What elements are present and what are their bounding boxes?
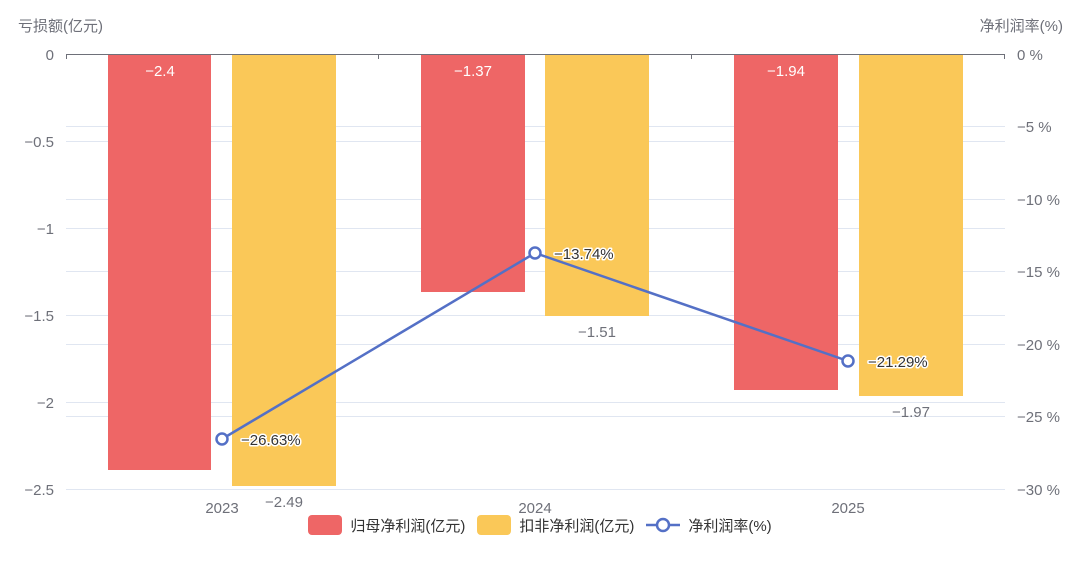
legend: 归母净利润(亿元) 扣非净利润(亿元) 净利润率(%) bbox=[0, 513, 1080, 537]
parent-net-profit-labels: −2.4 −1.37 −1.94 bbox=[145, 63, 805, 80]
legend-item-deducted-net-profit[interactable]: 扣非净利润(亿元) bbox=[477, 515, 634, 536]
svg-text:−15 %: −15 % bbox=[1017, 264, 1060, 281]
svg-text:−2.5: −2.5 bbox=[24, 482, 54, 499]
svg-text:−2.49: −2.49 bbox=[265, 494, 303, 511]
bar-2025-deducted-net-profit[interactable] bbox=[859, 54, 963, 396]
svg-text:−1.51: −1.51 bbox=[578, 324, 616, 341]
svg-text:−20 %: −20 % bbox=[1017, 337, 1060, 354]
bar-2024-parent-net-profit[interactable] bbox=[421, 54, 525, 292]
bar-2024-deducted-net-profit[interactable] bbox=[545, 54, 649, 316]
svg-text:−13.74%: −13.74% bbox=[554, 246, 614, 263]
svg-text:−2.4: −2.4 bbox=[145, 63, 175, 80]
point-2024-net-margin[interactable] bbox=[528, 246, 542, 260]
net-margin-line bbox=[215, 246, 855, 446]
red-swatch-icon bbox=[308, 515, 343, 535]
right-gridlines bbox=[66, 126, 1005, 417]
legend-label: 扣非净利润(亿元) bbox=[519, 517, 635, 535]
bar-2023-parent-net-profit[interactable] bbox=[108, 54, 211, 470]
svg-text:2023: 2023 bbox=[205, 500, 238, 517]
svg-text:−1.97: −1.97 bbox=[892, 404, 930, 421]
bar-2023-deducted-net-profit[interactable] bbox=[232, 54, 336, 486]
left-axis-ticks: 0 −0.5 −1 −1.5 −2 −2.5 bbox=[24, 47, 54, 499]
svg-text:−25 %: −25 % bbox=[1017, 409, 1060, 426]
x-axis-labels: 2023 2024 2025 bbox=[205, 500, 864, 517]
legend-label: 净利润率(%) bbox=[688, 517, 772, 535]
svg-text:−30 %: −30 % bbox=[1017, 482, 1060, 499]
legend-item-parent-net-profit[interactable]: 归母净利润(亿元) bbox=[308, 515, 465, 536]
svg-text:−1: −1 bbox=[37, 221, 54, 238]
svg-text:2024: 2024 bbox=[518, 500, 551, 517]
net-margin-labels: −26.63% −13.74% −21.29% bbox=[240, 245, 930, 451]
x-axis-line bbox=[66, 54, 1005, 59]
deducted-net-profit-labels: −2.49 −1.51 −1.97 bbox=[265, 324, 930, 511]
yellow-swatch-icon bbox=[477, 515, 512, 535]
svg-text:−2: −2 bbox=[37, 395, 54, 412]
bars-parent-net-profit bbox=[108, 54, 838, 470]
bar-2025-parent-net-profit[interactable] bbox=[734, 54, 838, 390]
svg-text:0 %: 0 % bbox=[1017, 47, 1043, 64]
svg-text:−5 %: −5 % bbox=[1017, 119, 1052, 136]
svg-text:−1.37: −1.37 bbox=[454, 63, 492, 80]
point-2023-net-margin[interactable] bbox=[215, 432, 229, 446]
svg-text:2025: 2025 bbox=[831, 500, 864, 517]
bars-deducted-net-profit bbox=[232, 54, 963, 486]
point-2025-net-margin[interactable] bbox=[841, 354, 855, 368]
legend-item-net-margin[interactable]: 净利润率(%) bbox=[646, 515, 772, 536]
line-circle-icon bbox=[646, 517, 681, 533]
svg-text:−10 %: −10 % bbox=[1017, 192, 1060, 209]
svg-text:−1.94: −1.94 bbox=[767, 63, 805, 80]
svg-text:0: 0 bbox=[46, 47, 54, 64]
legend-label: 归母净利润(亿元) bbox=[350, 517, 466, 535]
left-axis-title: 亏损额(亿元) bbox=[18, 18, 103, 35]
left-gridlines bbox=[66, 141, 1005, 490]
svg-text:−1.5: −1.5 bbox=[24, 308, 54, 325]
svg-text:−21.29%: −21.29% bbox=[868, 354, 928, 371]
svg-text:−26.63%: −26.63% bbox=[241, 432, 301, 449]
right-axis-title: 净利润率(%) bbox=[980, 18, 1063, 35]
svg-text:−0.5: −0.5 bbox=[24, 134, 54, 151]
right-axis-ticks: 0 % −5 % −10 % −15 % −20 % −25 % −30 % bbox=[1017, 47, 1060, 499]
